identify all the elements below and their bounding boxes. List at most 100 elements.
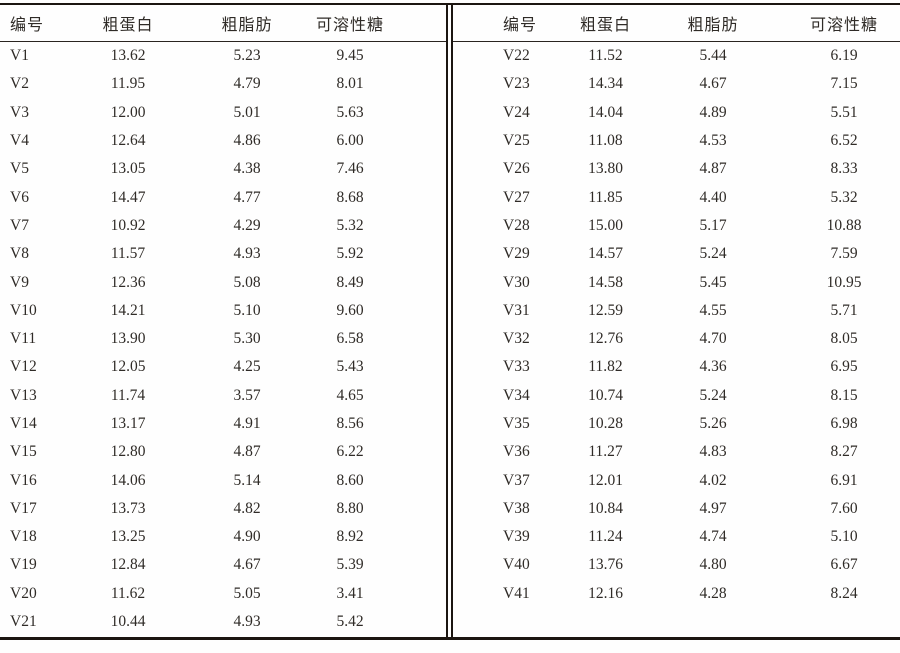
sample-id-cell: V40: [503, 556, 530, 574]
sample-id-cell: V11: [10, 330, 37, 348]
table-body-left: V1 13.62 5.23 9.45 V2 11.95 4.79 8.01 V3 12.00 5.0…: [0, 42, 446, 637]
sample-id-cell: V8: [10, 245, 29, 263]
value-cell: 13.05: [110, 160, 146, 178]
value-cell: 6.00: [336, 132, 364, 150]
column-header-crude-fat: 粗脂肪: [658, 5, 768, 42]
sample-id-cell: V7: [10, 216, 29, 234]
value-cell: 4.79: [233, 75, 261, 93]
sample-id-cell: V9: [10, 273, 29, 291]
value-cell: 6.98: [830, 415, 858, 432]
value-cell: 4.93: [233, 245, 261, 263]
value-cell: 9.45: [336, 47, 364, 65]
sample-id-cell: V18: [10, 528, 37, 546]
value-cell: 4.38: [233, 160, 261, 178]
value-cell: 5.23: [233, 47, 261, 65]
value-cell: 5.24: [699, 245, 727, 263]
value-cell: 8.49: [336, 273, 364, 291]
table-header-left: 编号 粗蛋白 粗脂肪 可溶性糖: [0, 5, 446, 42]
value-cell: 5.51: [830, 103, 858, 121]
value-cell: 5.43: [336, 358, 364, 376]
table-body-right: V22 11.52 5.44 6.19 V23 14.34 4.67 7.15 V24 14.04…: [453, 42, 900, 608]
sample-id-cell: V38: [503, 499, 530, 517]
value-cell: 13.17: [110, 415, 146, 432]
value-cell: 8.56: [336, 415, 364, 432]
value-cell: 5.44: [699, 47, 727, 65]
value-cell: 13.25: [110, 528, 146, 546]
table-row: V1 13.62 5.23 9.45: [0, 42, 446, 71]
table-row: V32 12.76 4.70 8.05: [453, 325, 900, 353]
table-row: V14 13.17 4.91 8.56: [0, 410, 446, 438]
value-cell: 10.88: [826, 216, 862, 234]
value-cell: 14.58: [588, 273, 623, 291]
value-cell: 5.71: [830, 301, 858, 319]
value-cell: 8.33: [830, 160, 858, 178]
value-cell: 11.57: [110, 245, 146, 263]
table-row: V34 10.74 5.24 8.15: [453, 382, 900, 410]
table-row: V33 11.82 4.36 6.95: [453, 353, 900, 381]
header-row: 编号 粗蛋白 粗脂肪 可溶性糖: [0, 5, 446, 42]
table-row: V36 11.27 4.83 8.27: [453, 438, 900, 466]
value-cell: 4.80: [699, 556, 727, 574]
value-cell: 4.93: [233, 613, 261, 631]
nutrition-table-right: 编号 粗蛋白 粗脂肪 可溶性糖 V22 11.52 5.44 6.19 V23 14.34…: [453, 5, 900, 608]
sample-id-cell: V19: [10, 556, 37, 574]
value-cell: 5.30: [233, 330, 261, 348]
column-header-crude-protein: 粗蛋白: [72, 5, 184, 42]
value-cell: 5.10: [233, 301, 261, 319]
table-row: V27 11.85 4.40 5.32: [453, 183, 900, 211]
sample-id-cell: V4: [10, 132, 29, 150]
sample-id-cell: V31: [503, 301, 530, 319]
column-header-soluble-sugar: 可溶性糖: [310, 5, 446, 42]
table-row: V35 10.28 5.26 6.98: [453, 410, 900, 438]
value-cell: 11.62: [110, 584, 146, 602]
value-cell: 8.01: [336, 75, 364, 93]
column-header-id: 编号: [0, 5, 72, 42]
value-cell: 4.89: [699, 103, 727, 121]
sample-id-cell: V30: [503, 273, 530, 291]
table-row: V17 13.73 4.82 8.80: [0, 495, 446, 523]
table-row: V26 13.80 4.87 8.33: [453, 155, 900, 183]
table-row: V39 11.24 4.74 5.10: [453, 523, 900, 551]
value-cell: 8.05: [830, 330, 858, 348]
table-row: V29 14.57 5.24 7.59: [453, 240, 900, 268]
sample-id-cell: V5: [10, 160, 29, 178]
value-cell: 5.39: [336, 556, 364, 574]
table-row: V40 13.76 4.80 6.67: [453, 551, 900, 579]
value-cell: 4.86: [233, 132, 261, 150]
value-cell: 14.34: [588, 75, 623, 93]
value-cell: 10.84: [588, 499, 623, 517]
value-cell: 13.73: [110, 499, 146, 517]
value-cell: 12.05: [110, 358, 146, 376]
table-row: V4 12.64 4.86 6.00: [0, 127, 446, 155]
sample-id-cell: V32: [503, 330, 530, 348]
value-cell: 13.90: [110, 330, 146, 348]
sample-id-cell: V39: [503, 528, 530, 546]
value-cell: 5.10: [830, 528, 858, 546]
sample-id-cell: V2: [10, 75, 29, 93]
value-cell: 4.74: [699, 528, 727, 546]
value-cell: 7.46: [336, 160, 364, 178]
value-cell: 6.22: [336, 443, 364, 461]
value-cell: 11.85: [588, 188, 623, 206]
value-cell: 8.60: [336, 471, 364, 489]
table-row: V11 13.90 5.30 6.58: [0, 325, 446, 353]
sample-id-cell: V3: [10, 103, 29, 121]
value-cell: 9.60: [336, 301, 364, 319]
sample-id-cell: V10: [10, 301, 37, 319]
value-cell: 11.74: [110, 386, 146, 404]
sample-id-cell: V13: [10, 386, 37, 404]
value-cell: 10.74: [588, 386, 623, 404]
value-cell: 5.26: [699, 415, 727, 432]
value-cell: 8.15: [830, 386, 858, 404]
table-row: V24 14.04 4.89 5.51: [453, 99, 900, 127]
table-row: V15 12.80 4.87 6.22: [0, 438, 446, 466]
column-header-soluble-sugar: 可溶性糖: [768, 5, 900, 42]
value-cell: 14.47: [110, 188, 146, 206]
sample-id-cell: V25: [503, 132, 530, 150]
value-cell: 12.00: [110, 103, 146, 121]
sample-id-cell: V1: [10, 47, 29, 65]
value-cell: 4.65: [336, 386, 364, 404]
value-cell: 12.80: [110, 443, 146, 461]
value-cell: 6.52: [830, 132, 858, 150]
